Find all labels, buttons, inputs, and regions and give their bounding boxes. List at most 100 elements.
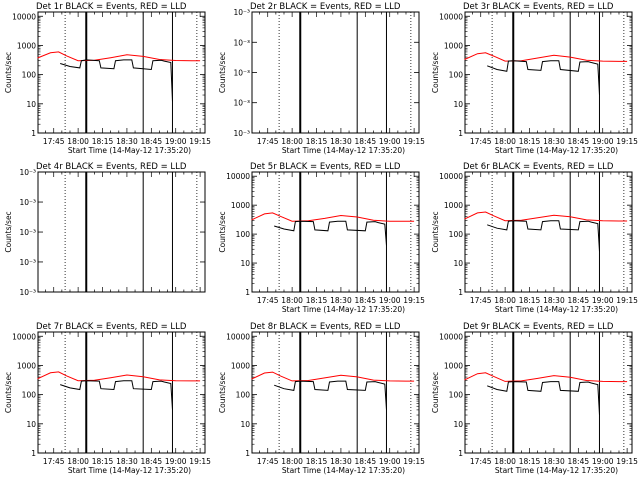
x-tick-label: 18:00: [281, 457, 303, 466]
y-tick-label: 10⁻³: [233, 99, 250, 108]
panel-det-9: Det 9r BLACK = Events, RED = LLD 1 10 100 10…: [431, 322, 638, 475]
x-tick-label: 18:00: [281, 296, 303, 305]
plot-frame: [251, 11, 420, 134]
y-tick-label: 10000: [12, 332, 36, 341]
x-tick-label: 18:30: [330, 296, 352, 305]
y-tick-label: 10000: [439, 12, 463, 21]
x-tick-label: 19:00: [592, 137, 614, 146]
panel-title: Det 7r BLACK = Events, RED = LLD: [36, 322, 187, 332]
series-lld-red: [464, 372, 628, 383]
y-tick-label: 100: [449, 391, 464, 400]
x-tick-label: 19:15: [403, 137, 425, 146]
x-tick-label: 18:15: [306, 296, 328, 305]
series-events-black: [487, 60, 600, 96]
panel-det-7: Det 7r BLACK = Events, RED = LLD 1 10 100 10…: [4, 322, 211, 475]
panel-title: Det 6r BLACK = Events, RED = LLD: [463, 162, 614, 172]
y-tick-label: 10: [26, 420, 36, 429]
y-axis-label: Counts/sec: [4, 372, 13, 413]
x-tick-label: 18:00: [494, 457, 516, 466]
x-tick-label: 19:00: [592, 296, 614, 305]
panel-title: Det 3r BLACK = Events, RED = LLD: [463, 2, 614, 12]
y-tick-label: 10⁻³: [19, 168, 36, 177]
panel-title: Det 9r BLACK = Events, RED = LLD: [463, 322, 614, 332]
y-tick-label: 100: [236, 230, 251, 239]
x-axis-label: Start Time (14-May-12 17:35:20): [495, 305, 618, 314]
y-tick-label: 100: [236, 391, 251, 400]
panel-title: Det 2r BLACK = Events, RED = LLD: [250, 2, 401, 12]
y-tick-label: 1000: [17, 361, 36, 370]
panel-title: Det 1r BLACK = Events, RED = LLD: [36, 2, 187, 12]
series-events-black: [60, 380, 173, 410]
x-tick-label: 18:45: [355, 457, 377, 466]
y-tick-label: 10: [453, 420, 463, 429]
y-tick-label: 10000: [439, 332, 463, 341]
x-axis-label: Start Time (14-May-12 17:35:20): [282, 146, 405, 155]
x-tick-label: 19:15: [189, 457, 211, 466]
panel-det-3: Det 3r BLACK = Events, RED = LLD 1 10 100 10…: [431, 2, 638, 155]
x-tick-label: 18:00: [494, 137, 516, 146]
x-tick-label: 18:30: [116, 457, 138, 466]
y-axis-label: Counts/sec: [4, 211, 13, 252]
series-lld-red: [464, 211, 628, 222]
x-tick-label: 19:00: [592, 457, 614, 466]
plot-frame: [464, 331, 633, 454]
series-events-black: [274, 220, 387, 246]
y-tick-label: 10⁻³: [19, 228, 36, 237]
x-tick-label: 18:15: [92, 137, 114, 146]
y-tick-label: 10: [26, 100, 36, 109]
panel-det-5: Det 5r BLACK = Events, RED = LLD 1 10 100 10…: [218, 162, 425, 314]
x-tick-label: 19:00: [379, 296, 401, 305]
x-tick-label: 18:15: [519, 296, 541, 305]
y-tick-label: 1000: [444, 41, 463, 50]
series-lld-red: [464, 52, 628, 62]
y-axis-label: Counts/sec: [4, 52, 13, 93]
x-tick-label: 19:00: [379, 457, 401, 466]
y-tick-label: 1000: [444, 361, 463, 370]
y-tick-label: 10000: [226, 172, 250, 181]
y-tick-label: 1: [31, 449, 36, 458]
series-lld-red: [37, 371, 201, 382]
y-tick-label: 10⁻³: [233, 8, 250, 17]
plot-frame: [251, 331, 420, 454]
x-tick-label: 18:30: [116, 137, 138, 146]
y-axis-label: Counts/sec: [431, 372, 440, 413]
y-tick-label: 10⁻³: [19, 258, 36, 267]
x-axis-label: Start Time (14-May-12 17:35:20): [68, 146, 191, 155]
x-tick-label: 19:15: [616, 296, 638, 305]
x-tick-label: 17:45: [43, 457, 65, 466]
series-events-black: [60, 59, 173, 102]
y-tick-label: 100: [22, 71, 37, 80]
x-tick-label: 19:00: [165, 137, 187, 146]
x-tick-label: 18:45: [141, 137, 163, 146]
panel-det-4: Det 4r BLACK = Events, RED = LLD10⁻³10⁻³…: [4, 162, 206, 297]
x-tick-label: 18:15: [519, 457, 541, 466]
series-events-black: [487, 381, 600, 416]
y-tick-label: 1: [458, 288, 463, 297]
x-axis-label: Start Time (14-May-12 17:35:20): [282, 466, 405, 475]
y-axis-label: Counts/sec: [431, 211, 440, 252]
x-tick-label: 17:45: [257, 137, 279, 146]
plot-frame: [37, 171, 206, 293]
y-tick-label: 10: [453, 100, 463, 109]
x-axis-label: Start Time (14-May-12 17:35:20): [68, 466, 191, 475]
x-tick-label: 17:45: [257, 457, 279, 466]
x-tick-label: 17:45: [470, 296, 492, 305]
x-tick-label: 18:15: [306, 457, 328, 466]
y-axis-label: Counts/sec: [218, 211, 227, 252]
series-events-black: [487, 220, 600, 252]
panel-title: Det 8r BLACK = Events, RED = LLD: [250, 322, 401, 332]
x-axis-label: Start Time (14-May-12 17:35:20): [495, 466, 618, 475]
series-lld-red: [251, 371, 415, 382]
series-events-black: [274, 380, 387, 410]
y-tick-label: 10⁻³: [19, 198, 36, 207]
x-tick-label: 18:15: [306, 137, 328, 146]
y-tick-label: 10000: [12, 12, 36, 21]
x-tick-label: 18:30: [543, 137, 565, 146]
x-tick-label: 18:15: [519, 137, 541, 146]
y-tick-label: 1: [245, 288, 250, 297]
x-tick-label: 17:45: [257, 296, 279, 305]
y-tick-label: 1: [458, 449, 463, 458]
x-tick-label: 18:30: [330, 137, 352, 146]
x-tick-label: 19:15: [616, 457, 638, 466]
